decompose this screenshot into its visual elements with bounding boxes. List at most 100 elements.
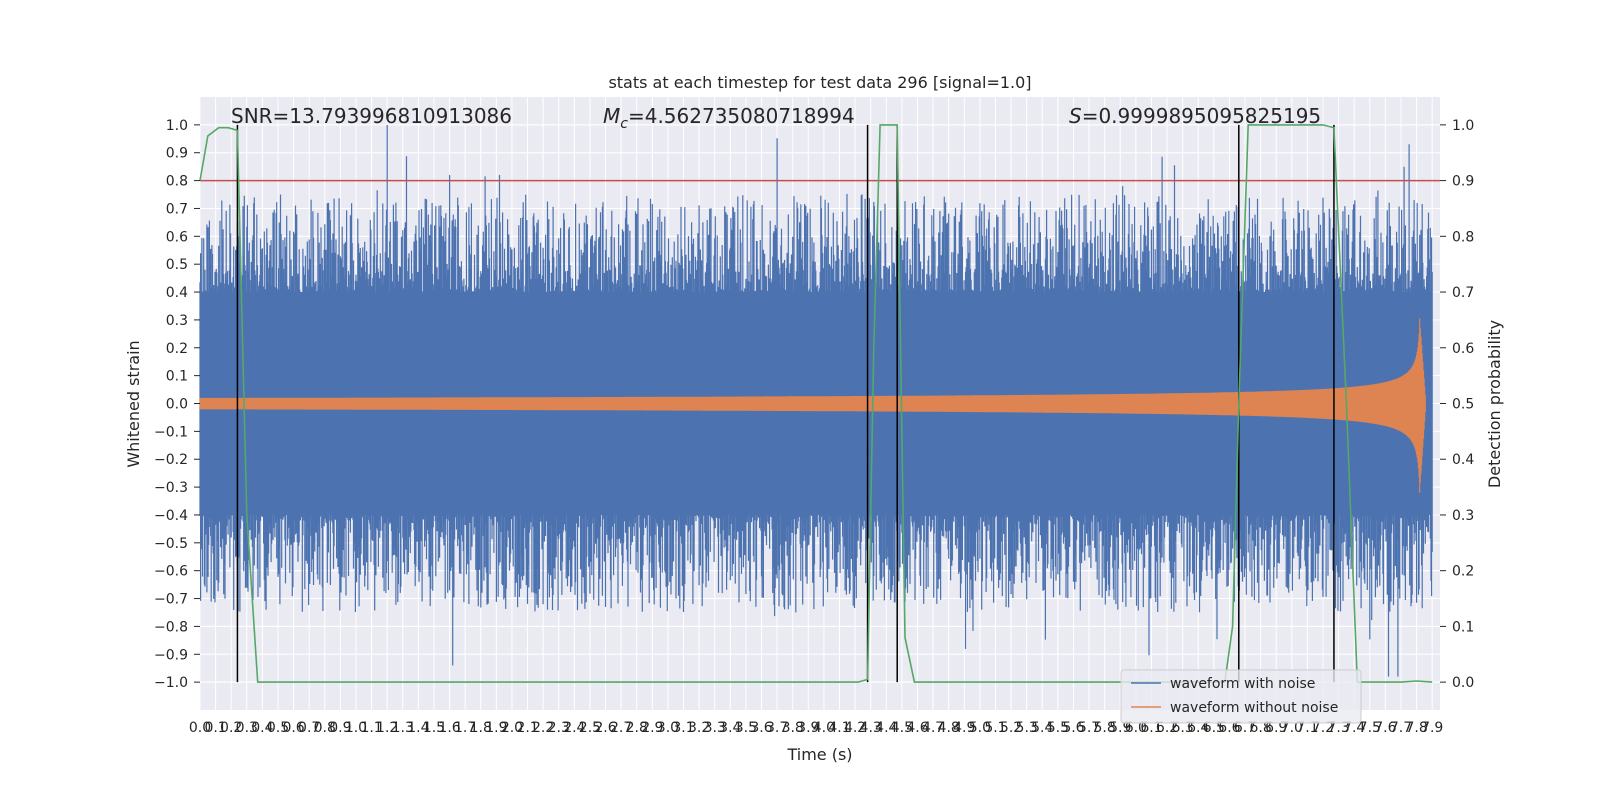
x-tick-label: 0.0 — [189, 720, 211, 736]
x-tick-label: 3.6 — [750, 720, 772, 736]
x-tick-label: 4.5 — [891, 720, 913, 736]
legend-noise-label: waveform with noise — [1170, 676, 1315, 692]
x-tick-label: 7.7 — [1390, 720, 1412, 736]
x-tick-label: 1.3 — [392, 720, 414, 736]
x-tick-label: 5.9 — [1109, 720, 1131, 736]
x-tick-label: 3.7 — [766, 720, 788, 736]
x-tick-label: 7.2 — [1312, 720, 1334, 736]
x-tick-label: 5.1 — [984, 720, 1006, 736]
y-right-tick-label: 0.3 — [1452, 508, 1474, 524]
y-right-tick-label: 0.5 — [1452, 397, 1474, 413]
y-left-tick-label: 0.1 — [166, 369, 188, 385]
x-axis-label: Time (s) — [786, 745, 852, 764]
x-tick-label: 3.1 — [672, 720, 694, 736]
y-left-tick-label: −0.2 — [154, 452, 188, 468]
y-left-tick-label: −0.6 — [154, 564, 188, 580]
y-left-tick-label: −0.1 — [154, 424, 188, 440]
y-right-tick-label: 0.9 — [1452, 174, 1474, 190]
x-tick-label: 5.2 — [1000, 720, 1022, 736]
x-tick-label: 6.4 — [1187, 720, 1209, 736]
x-tick-label: 7.0 — [1281, 720, 1303, 736]
x-tick-label: 4.7 — [922, 720, 944, 736]
x-tick-label: 1.9 — [485, 720, 507, 736]
chirp-mass-annotation: Mc=4.562735080718994 — [603, 104, 855, 132]
y-left-tick-label: 0.3 — [166, 313, 188, 329]
y-left-tick-label: 1.0 — [166, 118, 188, 134]
x-tick-label: 0.6 — [282, 720, 304, 736]
y-axis-label-left: Whitened strain — [124, 340, 143, 467]
x-tick-label: 3.3 — [704, 720, 726, 736]
legend-box — [1120, 669, 1362, 724]
score-annotation: S=0.9999895095825195 — [1069, 104, 1321, 128]
x-tick-label: 7.9 — [1421, 720, 1443, 736]
x-tick-label: 0.4 — [251, 720, 273, 736]
x-tick-label: 3.5 — [735, 720, 757, 736]
x-tick-label: 3.9 — [797, 720, 819, 736]
x-tick-label: 3.4 — [719, 720, 741, 736]
y-left-tick-label: −0.3 — [154, 480, 188, 496]
x-tick-label: 3.8 — [782, 720, 804, 736]
x-tick-label: 3.2 — [688, 720, 710, 736]
x-tick-label: 1.6 — [438, 720, 460, 736]
x-tick-label: 7.4 — [1343, 720, 1365, 736]
chirp-mass-symbol: M — [603, 104, 620, 128]
y-left-tick-label: 0.8 — [166, 174, 188, 190]
x-tick-label: 2.2 — [532, 720, 554, 736]
x-tick-label: 5.6 — [1062, 720, 1084, 736]
y-right-tick-label: 0.1 — [1452, 619, 1474, 635]
x-tick-label: 7.5 — [1359, 720, 1381, 736]
x-tick-label: 6.5 — [1203, 720, 1225, 736]
y-right-tick-label: 1.0 — [1452, 118, 1474, 134]
x-tick-label: 4.6 — [906, 720, 928, 736]
x-tick-label: 1.2 — [376, 720, 398, 736]
x-tick-label: 2.9 — [641, 720, 663, 736]
x-tick-label: 2.6 — [594, 720, 616, 736]
x-tick-label: 4.9 — [953, 720, 975, 736]
legend-clean-label: waveform without noise — [1170, 700, 1338, 716]
score-symbol: S — [1069, 104, 1082, 128]
x-tick-label: 6.8 — [1249, 720, 1271, 736]
x-tick-label: 4.4 — [875, 720, 897, 736]
x-tick-label: 5.4 — [1031, 720, 1053, 736]
x-tick-label: 7.8 — [1405, 720, 1427, 736]
y-left-tick-label: −0.8 — [154, 619, 188, 635]
x-tick-label: 2.1 — [516, 720, 538, 736]
y-right-tick-label: 0.4 — [1452, 452, 1474, 468]
x-tick-label: 4.8 — [938, 720, 960, 736]
x-tick-label: 4.2 — [844, 720, 866, 736]
x-tick-label: 6.6 — [1218, 720, 1240, 736]
probability-line — [199, 124, 1433, 683]
y-right-tick-label: 0.8 — [1452, 229, 1474, 245]
y-left-tick-label: 0.5 — [166, 257, 188, 273]
y-left-tick-label: −0.9 — [154, 647, 188, 663]
x-tick-label: 5.0 — [969, 720, 991, 736]
y-right-tick-label: 0.7 — [1452, 285, 1474, 301]
x-tick-label: 2.8 — [626, 720, 648, 736]
x-tick-label: 6.3 — [1172, 720, 1194, 736]
x-tick-label: 2.5 — [579, 720, 601, 736]
legend: waveform with noise waveform without noi… — [1120, 669, 1362, 724]
x-tick-label: 7.3 — [1327, 720, 1349, 736]
x-tick-label: 0.3 — [236, 720, 258, 736]
y-right-tick-label: 0.6 — [1452, 341, 1474, 357]
x-tick-label: 0.9 — [329, 720, 351, 736]
y-left-tick-label: 0.7 — [166, 201, 188, 217]
x-tick-label: 1.8 — [470, 720, 492, 736]
chirp-mass-subscript: c — [620, 116, 628, 132]
chart-title: stats at each timestep for test data 296… — [608, 73, 1031, 92]
x-tick-label: 6.1 — [1140, 720, 1162, 736]
y-left-tick-label: 0.9 — [166, 146, 188, 162]
x-tick-label: 1.1 — [360, 720, 382, 736]
x-tick-label: 6.2 — [1156, 720, 1178, 736]
x-tick-label: 1.5 — [423, 720, 445, 736]
x-tick-label: 4.1 — [828, 720, 850, 736]
x-tick-label: 1.0 — [345, 720, 367, 736]
x-tick-label: 5.3 — [1016, 720, 1038, 736]
chirp-mass-value: =4.562735080718994 — [628, 104, 855, 128]
x-tick-label: 7.6 — [1374, 720, 1396, 736]
x-tick-label: 0.1 — [204, 720, 226, 736]
axis-ticks: 0.00.10.20.30.40.50.60.70.80.91.01.11.21… — [154, 118, 1474, 736]
y-left-tick-label: −1.0 — [154, 675, 188, 691]
x-tick-label: 4.3 — [860, 720, 882, 736]
